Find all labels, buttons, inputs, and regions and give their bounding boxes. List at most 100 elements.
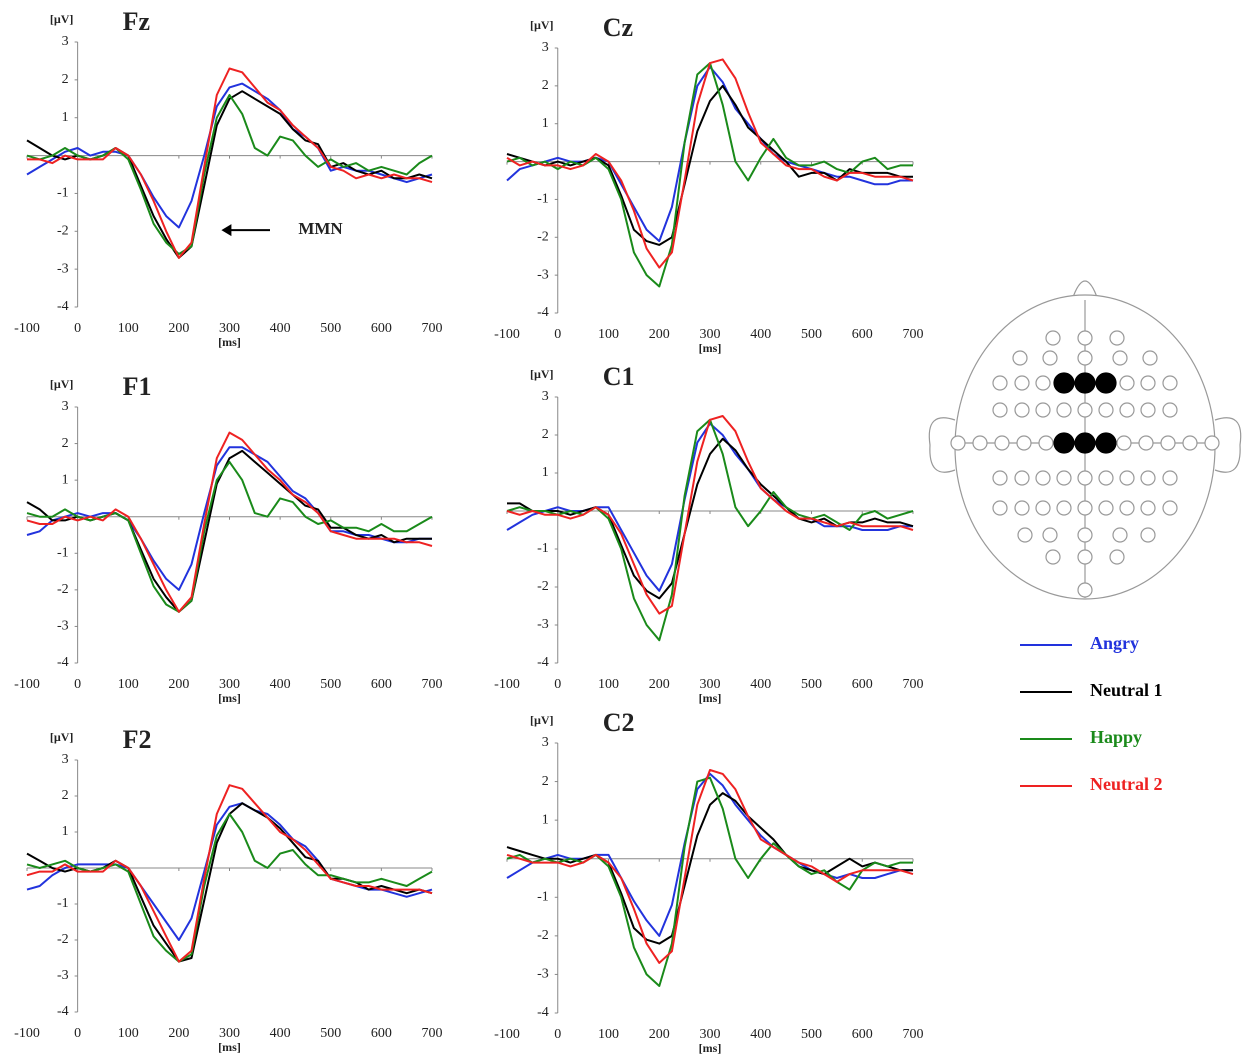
y-tick-label: -4 xyxy=(57,655,69,670)
y-tick-label: -4 xyxy=(537,655,549,670)
electrode xyxy=(1042,350,1058,366)
series-line xyxy=(506,422,913,592)
electrode xyxy=(1035,402,1051,418)
y-tick-label: 2 xyxy=(542,78,549,93)
electrode xyxy=(1098,500,1114,516)
electrode xyxy=(992,402,1008,418)
y-tick-label: -4 xyxy=(537,305,549,320)
series-line xyxy=(26,784,433,963)
x-tick-label: 100 xyxy=(598,1027,619,1042)
y-tick-label: -1 xyxy=(57,546,69,561)
y-axis-label: [µV] xyxy=(530,18,554,32)
x-tick-label: 600 xyxy=(852,327,873,342)
x-tick-label: 500 xyxy=(320,321,341,336)
x-tick-label: 100 xyxy=(118,1026,139,1041)
right-ear xyxy=(1214,417,1242,473)
electrode xyxy=(1098,402,1114,418)
electrode xyxy=(1140,527,1156,543)
x-tick-label: 400 xyxy=(750,327,771,342)
y-tick-label: 3 xyxy=(62,399,69,414)
electrode xyxy=(1119,500,1135,516)
selected-electrode xyxy=(1053,432,1075,454)
electrode xyxy=(1119,470,1135,486)
x-tick-label: 500 xyxy=(320,677,341,692)
x-axis-label: [ms] xyxy=(218,335,241,349)
electrode xyxy=(1142,350,1158,366)
selected-electrode xyxy=(1095,372,1117,394)
y-tick-label: 2 xyxy=(62,436,69,451)
annotation: MMN xyxy=(298,219,343,238)
electrode xyxy=(1014,500,1030,516)
y-axis-label: [µV] xyxy=(50,730,74,744)
y-tick-label: -3 xyxy=(57,968,69,983)
x-tick-label: 600 xyxy=(371,1026,392,1041)
y-axis-label: [µV] xyxy=(530,367,554,381)
series-line xyxy=(26,82,433,229)
series-line xyxy=(26,449,432,613)
electrode xyxy=(1162,375,1178,391)
panel-title: Cz xyxy=(603,13,633,42)
series-line xyxy=(26,446,432,591)
y-tick-label: -2 xyxy=(57,224,69,239)
electrode xyxy=(1109,330,1125,346)
x-tick-label: 500 xyxy=(801,1027,822,1042)
series-line xyxy=(506,65,913,243)
y-tick-label: -2 xyxy=(537,579,549,594)
electrode xyxy=(1182,435,1198,451)
x-axis-label: [ms] xyxy=(699,1041,722,1055)
y-tick-label: -3 xyxy=(537,967,549,982)
x-tick-label: 300 xyxy=(700,1027,721,1042)
x-tick-label: 400 xyxy=(270,321,291,336)
y-axis-label: [µV] xyxy=(50,12,74,26)
x-tick-label: 300 xyxy=(219,1026,240,1041)
x-tick-label: 700 xyxy=(422,677,443,692)
panel-title: F2 xyxy=(123,725,152,754)
x-tick-label: 0 xyxy=(554,327,561,342)
electrode xyxy=(992,375,1008,391)
y-tick-label: 3 xyxy=(542,40,549,55)
panel-title: Fz xyxy=(123,7,150,36)
x-tick-label: 700 xyxy=(422,321,443,336)
series-line xyxy=(506,772,913,937)
y-tick-label: -3 xyxy=(537,267,549,282)
legend-label: Happy xyxy=(1090,727,1142,747)
y-tick-label: -3 xyxy=(57,619,69,634)
series-line xyxy=(26,813,433,963)
x-tick-label: 600 xyxy=(371,677,392,692)
y-tick-label: 3 xyxy=(62,34,69,49)
y-tick-label: -2 xyxy=(537,928,549,943)
x-tick-label: 400 xyxy=(750,1027,771,1042)
y-tick-label: -2 xyxy=(57,582,69,597)
y-tick-label: 2 xyxy=(62,788,69,803)
x-tick-label: 400 xyxy=(750,677,771,692)
x-tick-label: 0 xyxy=(74,321,81,336)
y-axis-label: [µV] xyxy=(50,377,74,391)
electrode xyxy=(1077,549,1093,565)
electrode xyxy=(950,435,966,451)
electrode xyxy=(972,435,988,451)
series-line xyxy=(26,94,433,255)
electrode xyxy=(1077,500,1093,516)
x-axis-label: [ms] xyxy=(699,341,722,355)
x-tick-label: -100 xyxy=(14,677,40,692)
electrode xyxy=(1098,470,1114,486)
legend-label: Neutral 1 xyxy=(1090,680,1162,700)
electrode xyxy=(1077,330,1093,346)
selected-electrode xyxy=(1074,372,1096,394)
x-tick-label: 600 xyxy=(371,321,392,336)
electrode xyxy=(994,435,1010,451)
series-line xyxy=(506,62,913,288)
electrode xyxy=(1077,350,1093,366)
electrode xyxy=(1077,582,1093,598)
electrode xyxy=(1162,470,1178,486)
electrode xyxy=(1204,435,1220,451)
y-tick-label: 1 xyxy=(62,110,69,125)
x-tick-label: 700 xyxy=(903,1027,924,1042)
electrode xyxy=(1016,435,1032,451)
electrode xyxy=(1012,350,1028,366)
electrode xyxy=(1116,435,1132,451)
x-tick-label: 700 xyxy=(422,1026,443,1041)
electrode xyxy=(1077,470,1093,486)
series-line xyxy=(506,769,914,964)
x-tick-label: 400 xyxy=(270,1026,291,1041)
